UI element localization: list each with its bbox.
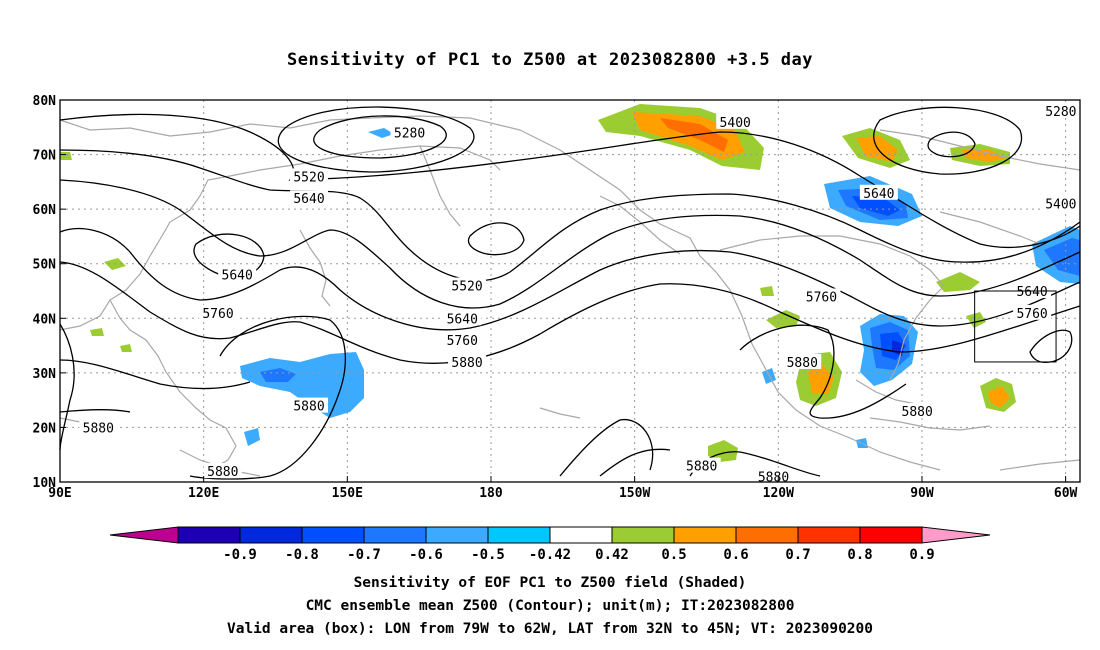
contour-label: 5400 — [1045, 198, 1076, 213]
contour-label: 5880 — [207, 465, 238, 480]
contour-label: 5880 — [686, 460, 717, 475]
colorbar-swatch — [363, 526, 427, 544]
lat-tick-label: 30N — [33, 367, 57, 382]
contour-label: 5280 — [1045, 105, 1076, 120]
colorbar-swatch — [177, 526, 241, 544]
caption-line-2: CMC ensemble mean Z500 (Contour); unit(m… — [305, 598, 795, 614]
contour-label: 5880 — [83, 421, 114, 436]
contour-label: 5880 — [451, 356, 482, 371]
contour-label: 5760 — [202, 307, 233, 322]
colorbar-swatch — [859, 526, 923, 544]
contour-label: 5880 — [293, 400, 324, 415]
colorbar-label: 0.8 — [847, 547, 872, 563]
lat-tick-label: 70N — [33, 149, 57, 164]
colorbar-label: 0.6 — [723, 547, 748, 563]
lon-tick-label: 150E — [332, 486, 363, 501]
contour-label: 5520 — [293, 170, 324, 185]
valid-area-box — [974, 290, 1057, 363]
contour-labels: 5280 5280 5400 5400 5520 5520 5640 5640 5640 5640… — [79, 102, 1080, 486]
lat-tick-label: 50N — [33, 258, 57, 273]
colorbar-swatch — [425, 526, 489, 544]
colorbar-label: -0.5 — [471, 547, 505, 563]
contour-label: 5280 — [394, 127, 425, 142]
colorbar-swatch — [797, 526, 861, 544]
colorbar-label: -0.6 — [409, 547, 443, 563]
sensitivity-shading — [60, 104, 1080, 462]
colorbar-swatch — [673, 526, 737, 544]
lat-tick-label: 40N — [33, 312, 57, 327]
caption-line-3: Valid area (box): LON from 79W to 62W, L… — [226, 621, 873, 637]
lat-tick-label: 60N — [33, 203, 57, 218]
colorbar-swatch — [301, 526, 365, 544]
colorbar: -0.9 -0.8 -0.7 -0.6 -0.5 -0.42 0.42 0.5 0.6 0.7 0.… — [109, 526, 991, 563]
lon-tick-label: 60W — [1054, 486, 1078, 501]
colorbar-max-arrow — [921, 526, 991, 544]
colorbar-swatch — [611, 526, 675, 544]
lon-tick-label: 120W — [763, 486, 794, 501]
contour-label: 5640 — [222, 269, 253, 284]
colorbar-label: 0.7 — [785, 547, 810, 563]
colorbar-label: -0.8 — [285, 547, 319, 563]
contour-label: 5760 — [447, 334, 478, 349]
contour-label: 5640 — [293, 192, 324, 207]
contour-label: 5640 — [863, 187, 894, 202]
contour-label: 5880 — [758, 471, 789, 486]
colorbar-min-arrow — [109, 526, 179, 544]
colorbar-label: -0.7 — [347, 547, 381, 563]
contour-label: 5760 — [806, 290, 837, 305]
contour-label: 5640 — [1016, 285, 1047, 300]
contour-label: 5880 — [902, 405, 933, 420]
colorbar-label: 0.42 — [595, 547, 629, 563]
contour-label: 5640 — [447, 312, 478, 327]
lon-tick-label: 120E — [188, 486, 219, 501]
lat-tick-label: 20N — [33, 421, 57, 436]
contour-label: 5520 — [451, 280, 482, 295]
colorbar-label: -0.42 — [529, 547, 571, 563]
colorbar-label: 0.5 — [661, 547, 686, 563]
colorbar-swatch — [735, 526, 799, 544]
map-frame — [59, 99, 1081, 483]
coastlines — [59, 115, 1081, 477]
contour-label: 5400 — [720, 116, 751, 131]
colorbar-swatch — [549, 526, 613, 544]
map-title: Sensitivity of PC1 to Z500 at 2023082800… — [286, 50, 813, 70]
lat-tick-label: 80N — [33, 94, 57, 109]
colorbar-swatch — [239, 526, 303, 544]
caption-line-1: Sensitivity of EOF PC1 to Z500 field (Sh… — [353, 575, 747, 591]
lon-tick-label: 90W — [910, 486, 934, 501]
z500-contours — [59, 106, 1081, 480]
lon-tick-label: 150W — [619, 486, 650, 501]
lon-tick-label: 180 — [479, 486, 503, 501]
colorbar-label: 0.9 — [909, 547, 934, 563]
lat-tick-label: 10N — [33, 476, 57, 491]
contour-label: 5880 — [787, 356, 818, 371]
colorbar-swatch — [487, 526, 551, 544]
lon-tick-label: 90E — [48, 486, 71, 501]
colorbar-label: -0.9 — [223, 547, 257, 563]
contour-label: 5760 — [1016, 307, 1047, 322]
